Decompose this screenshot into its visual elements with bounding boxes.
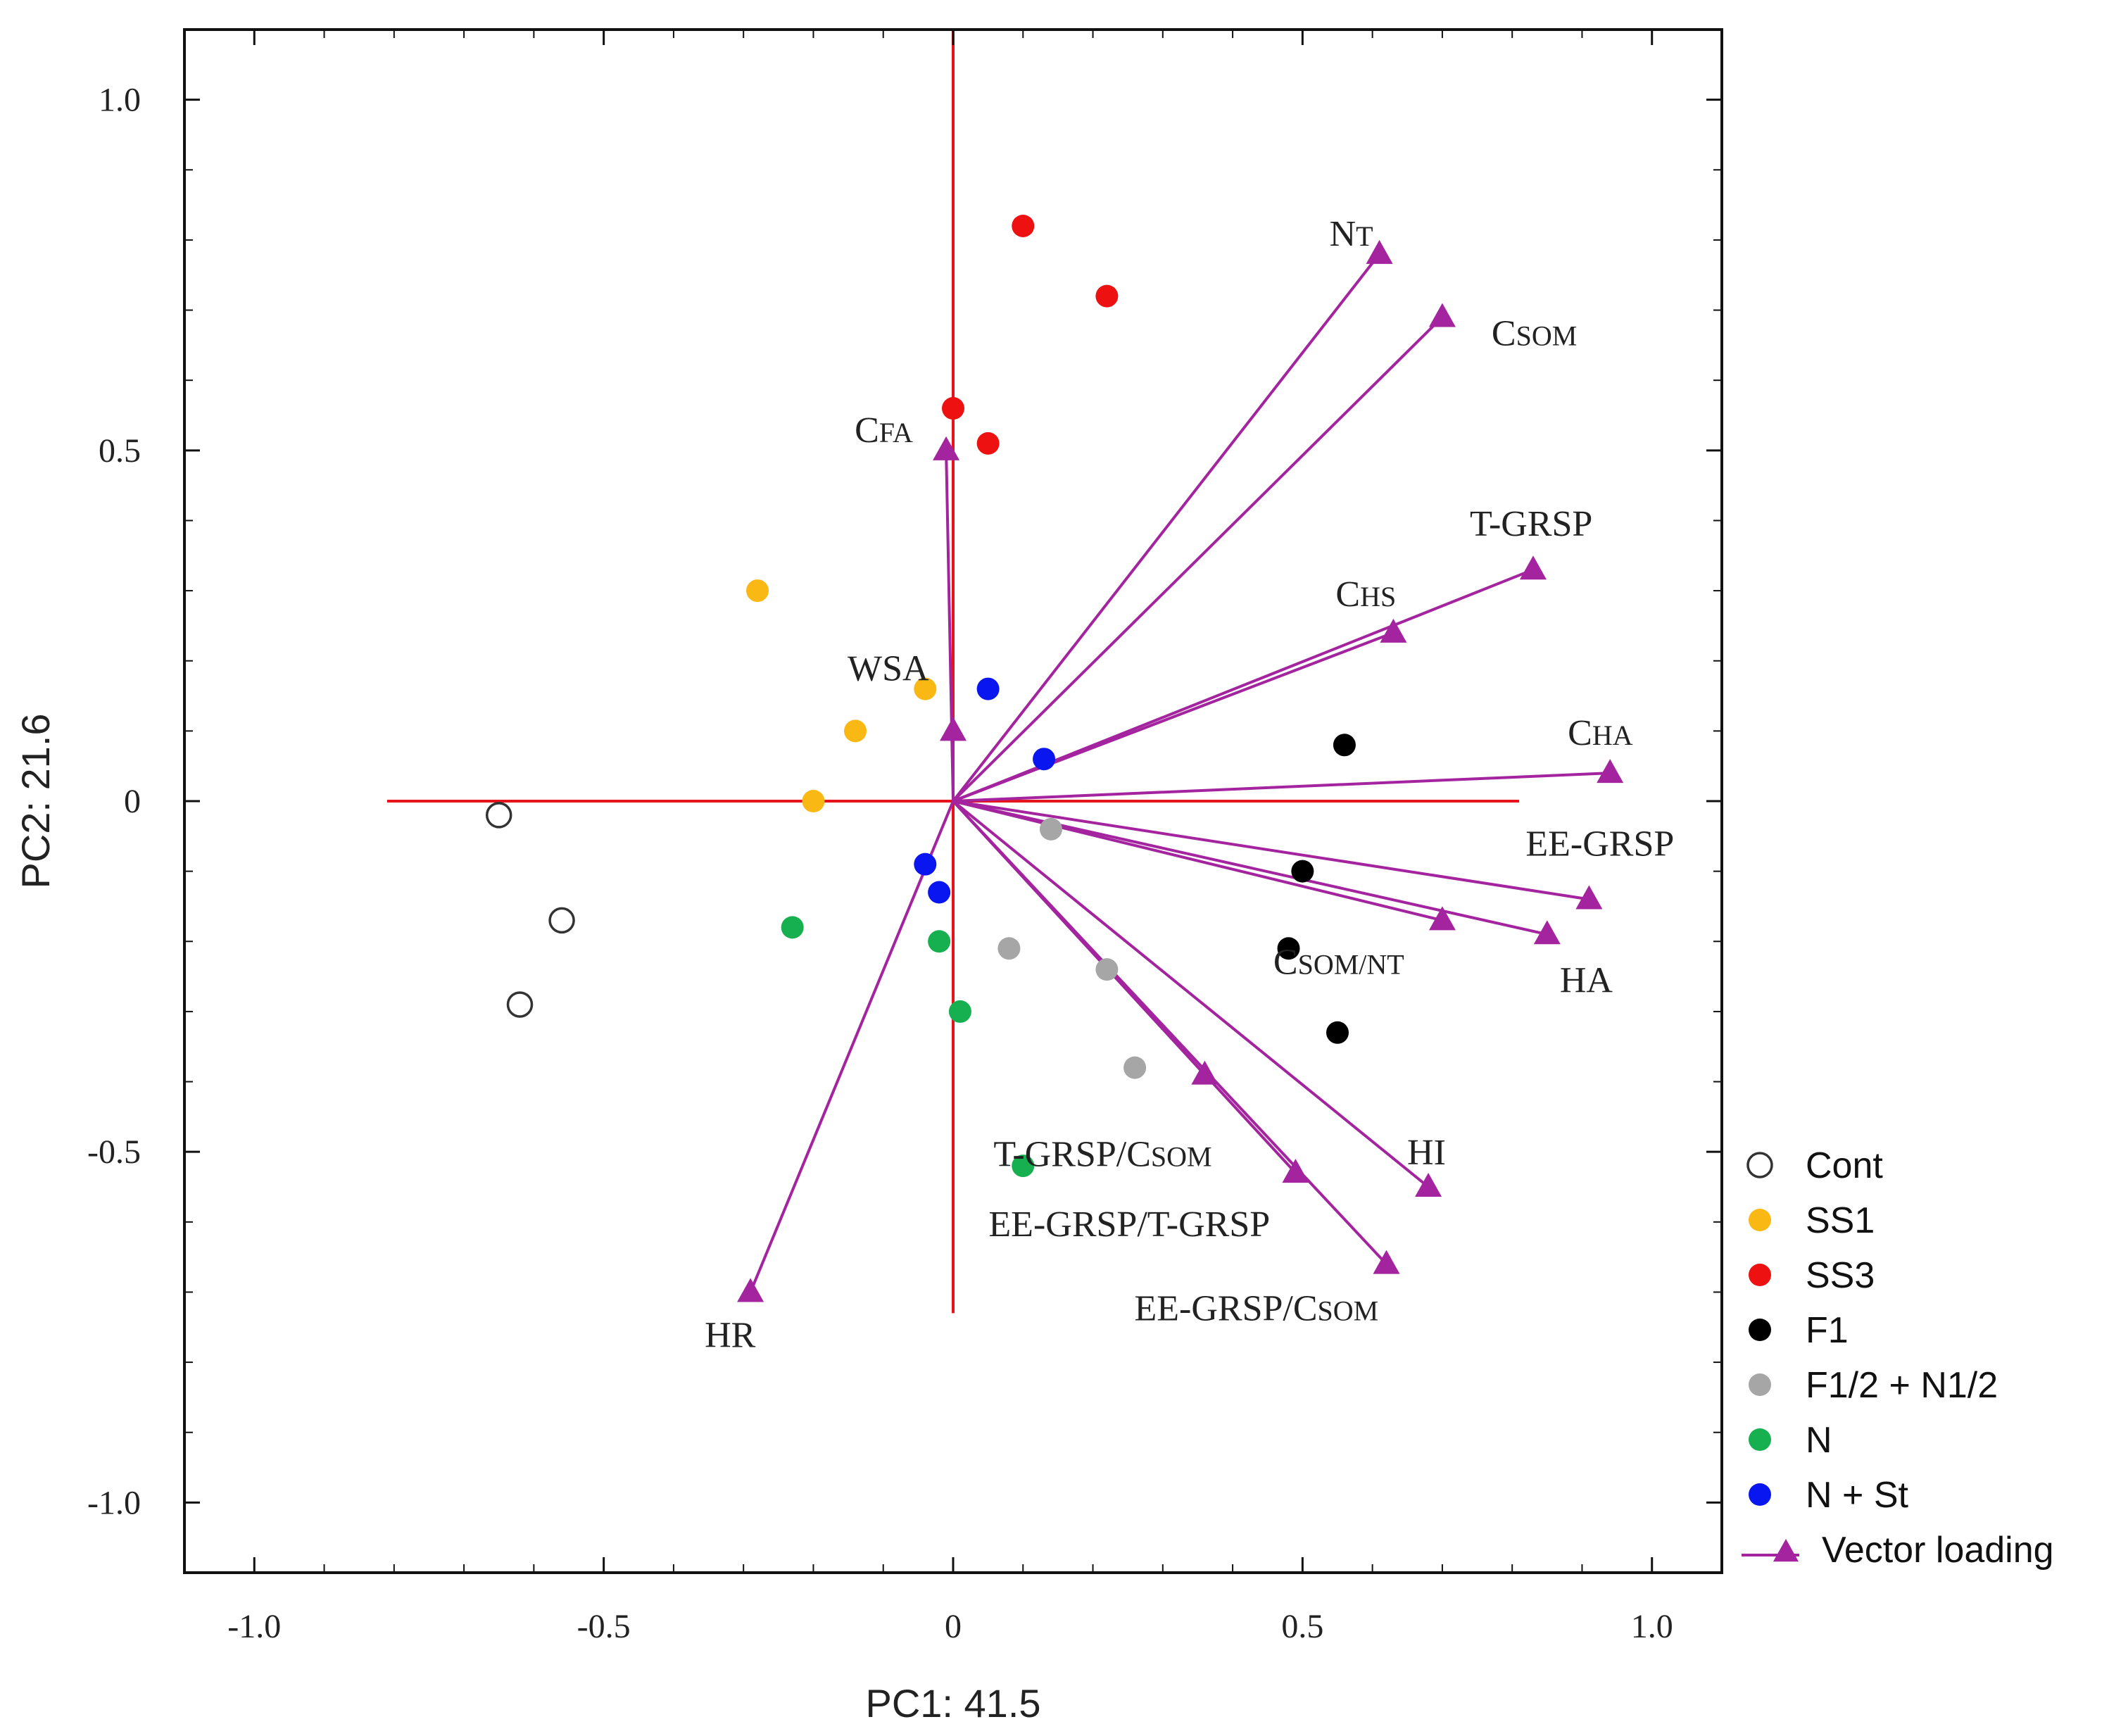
legend-label: N + St <box>1806 1475 1908 1516</box>
y-tick-label: -1.0 <box>87 1484 141 1521</box>
point-ss3 <box>976 432 1000 455</box>
vector-label: CHS <box>1335 574 1396 615</box>
legend-label: N <box>1806 1420 1832 1461</box>
vector-label: EE-GRSP <box>1525 824 1674 864</box>
vector-label: CFA <box>855 410 913 451</box>
point-ss3 <box>942 397 964 420</box>
data-points <box>485 214 1356 1178</box>
point-ss3 <box>1012 214 1035 237</box>
point-cont <box>506 991 534 1018</box>
point-cont <box>548 907 575 934</box>
legend-marker <box>1749 1428 1771 1451</box>
x-axis-label: PC1: 41.5 <box>865 1681 1040 1725</box>
point-n <box>928 930 951 953</box>
point-n <box>781 916 804 939</box>
vector-label: EE-GRSP/CSOM <box>1134 1289 1378 1329</box>
vector-marker <box>1519 555 1547 580</box>
vector-label: T-GRSP <box>1470 504 1592 544</box>
axis-ticks: -1.0 -0.5 0 0.5 1.0 -1.0 -0.5 0 0.5 1.0 <box>87 30 1722 1645</box>
legend-label: SS1 <box>1806 1200 1875 1241</box>
legend-marker <box>1746 1152 1773 1178</box>
vector-line <box>952 800 1387 1265</box>
vector-line <box>952 800 1430 1188</box>
vector-marker <box>1373 1250 1400 1274</box>
point-f1-2-n1-2 <box>1039 817 1062 841</box>
vector-marker <box>1428 303 1456 327</box>
vector-label: CSOM <box>1492 314 1577 354</box>
vector-marker <box>1380 618 1407 643</box>
vector-label: HA <box>1560 960 1613 1000</box>
point-cont <box>485 802 512 829</box>
vector-marker <box>1415 1173 1442 1197</box>
point-ss1 <box>746 579 769 603</box>
point-f1 <box>1291 860 1314 883</box>
point-n-st <box>914 853 937 876</box>
point-f1 <box>1333 734 1356 757</box>
vector-marker <box>1428 906 1456 931</box>
legend-marker <box>1749 1483 1771 1506</box>
vector-marker <box>1575 885 1603 910</box>
point-n-st <box>976 677 1000 700</box>
vector-marker <box>1533 920 1561 945</box>
vector-label: WSA <box>848 648 929 688</box>
legend-marker <box>1749 1264 1771 1286</box>
point-ss1 <box>802 790 825 812</box>
point-f1-2-n1-2 <box>1095 958 1119 981</box>
legend-marker <box>1749 1373 1771 1396</box>
x-tick-label: 0.5 <box>1281 1608 1323 1645</box>
point-n-st <box>928 881 951 904</box>
legend-vector-marker <box>1773 1539 1799 1562</box>
vector-line <box>749 800 955 1293</box>
vector-loadings <box>737 239 1624 1302</box>
point-f1 <box>1326 1021 1349 1044</box>
point-ss3 <box>1095 284 1119 308</box>
vector-label: CSOM/NT <box>1273 942 1404 982</box>
point-n <box>948 1000 971 1023</box>
legend-label: Cont <box>1806 1145 1883 1186</box>
point-f1 <box>1277 937 1300 960</box>
vector-label: HI <box>1407 1133 1446 1173</box>
point-ss1 <box>844 719 867 743</box>
point-n <box>1012 1155 1035 1178</box>
x-tick-label: -1.0 <box>227 1608 281 1645</box>
vector-label: T-GRSP/CSOM <box>993 1135 1211 1175</box>
vector-marker <box>737 1278 764 1302</box>
vector-marker <box>1366 239 1393 264</box>
legend: Cont SS1 SS3 F1 F1/2 + N1/2 N N + St Vector loa… <box>1742 1145 2054 1571</box>
vector-line <box>952 772 1611 803</box>
point-ss1 <box>914 677 937 700</box>
vector-line <box>952 253 1381 803</box>
legend-label: Vector loading <box>1822 1530 2054 1571</box>
y-axis-label: PC2: 21.6 <box>13 713 58 888</box>
legend-label: SS3 <box>1806 1255 1875 1296</box>
legend-label: F1/2 + N1/2 <box>1806 1365 1998 1406</box>
x-tick-label: -0.5 <box>577 1608 631 1645</box>
vector-marker <box>933 436 960 460</box>
vector-marker <box>940 717 967 741</box>
vector-label: NT <box>1330 214 1373 254</box>
vector-label: CHA <box>1568 713 1633 753</box>
vector-labels: NT CSOM CFA T-GRSP CHS WSA CHA EE-GRSP CSOM/NT HA… <box>705 214 1674 1356</box>
y-tick-label: 0 <box>124 783 141 820</box>
legend-label: F1 <box>1806 1310 1849 1351</box>
point-f1-2-n1-2 <box>997 937 1021 960</box>
legend-marker <box>1749 1319 1771 1341</box>
point-f1-2-n1-2 <box>1123 1056 1147 1079</box>
vector-line <box>952 800 1443 922</box>
y-tick-label: 0.5 <box>99 432 141 470</box>
y-tick-label: -0.5 <box>87 1133 141 1171</box>
y-tick-label: 1.0 <box>99 82 141 119</box>
vector-line <box>952 631 1395 803</box>
point-n-st <box>1033 748 1056 771</box>
vector-line <box>952 316 1444 803</box>
vector-label: HR <box>705 1315 756 1355</box>
vector-marker <box>1597 759 1624 784</box>
legend-marker <box>1749 1209 1771 1231</box>
vector-marker <box>1282 1159 1309 1183</box>
vector-line <box>952 800 1589 901</box>
x-tick-label: 0 <box>945 1608 962 1645</box>
x-tick-label: 1.0 <box>1631 1608 1673 1645</box>
vector-label: EE-GRSP/T-GRSP <box>988 1204 1270 1245</box>
